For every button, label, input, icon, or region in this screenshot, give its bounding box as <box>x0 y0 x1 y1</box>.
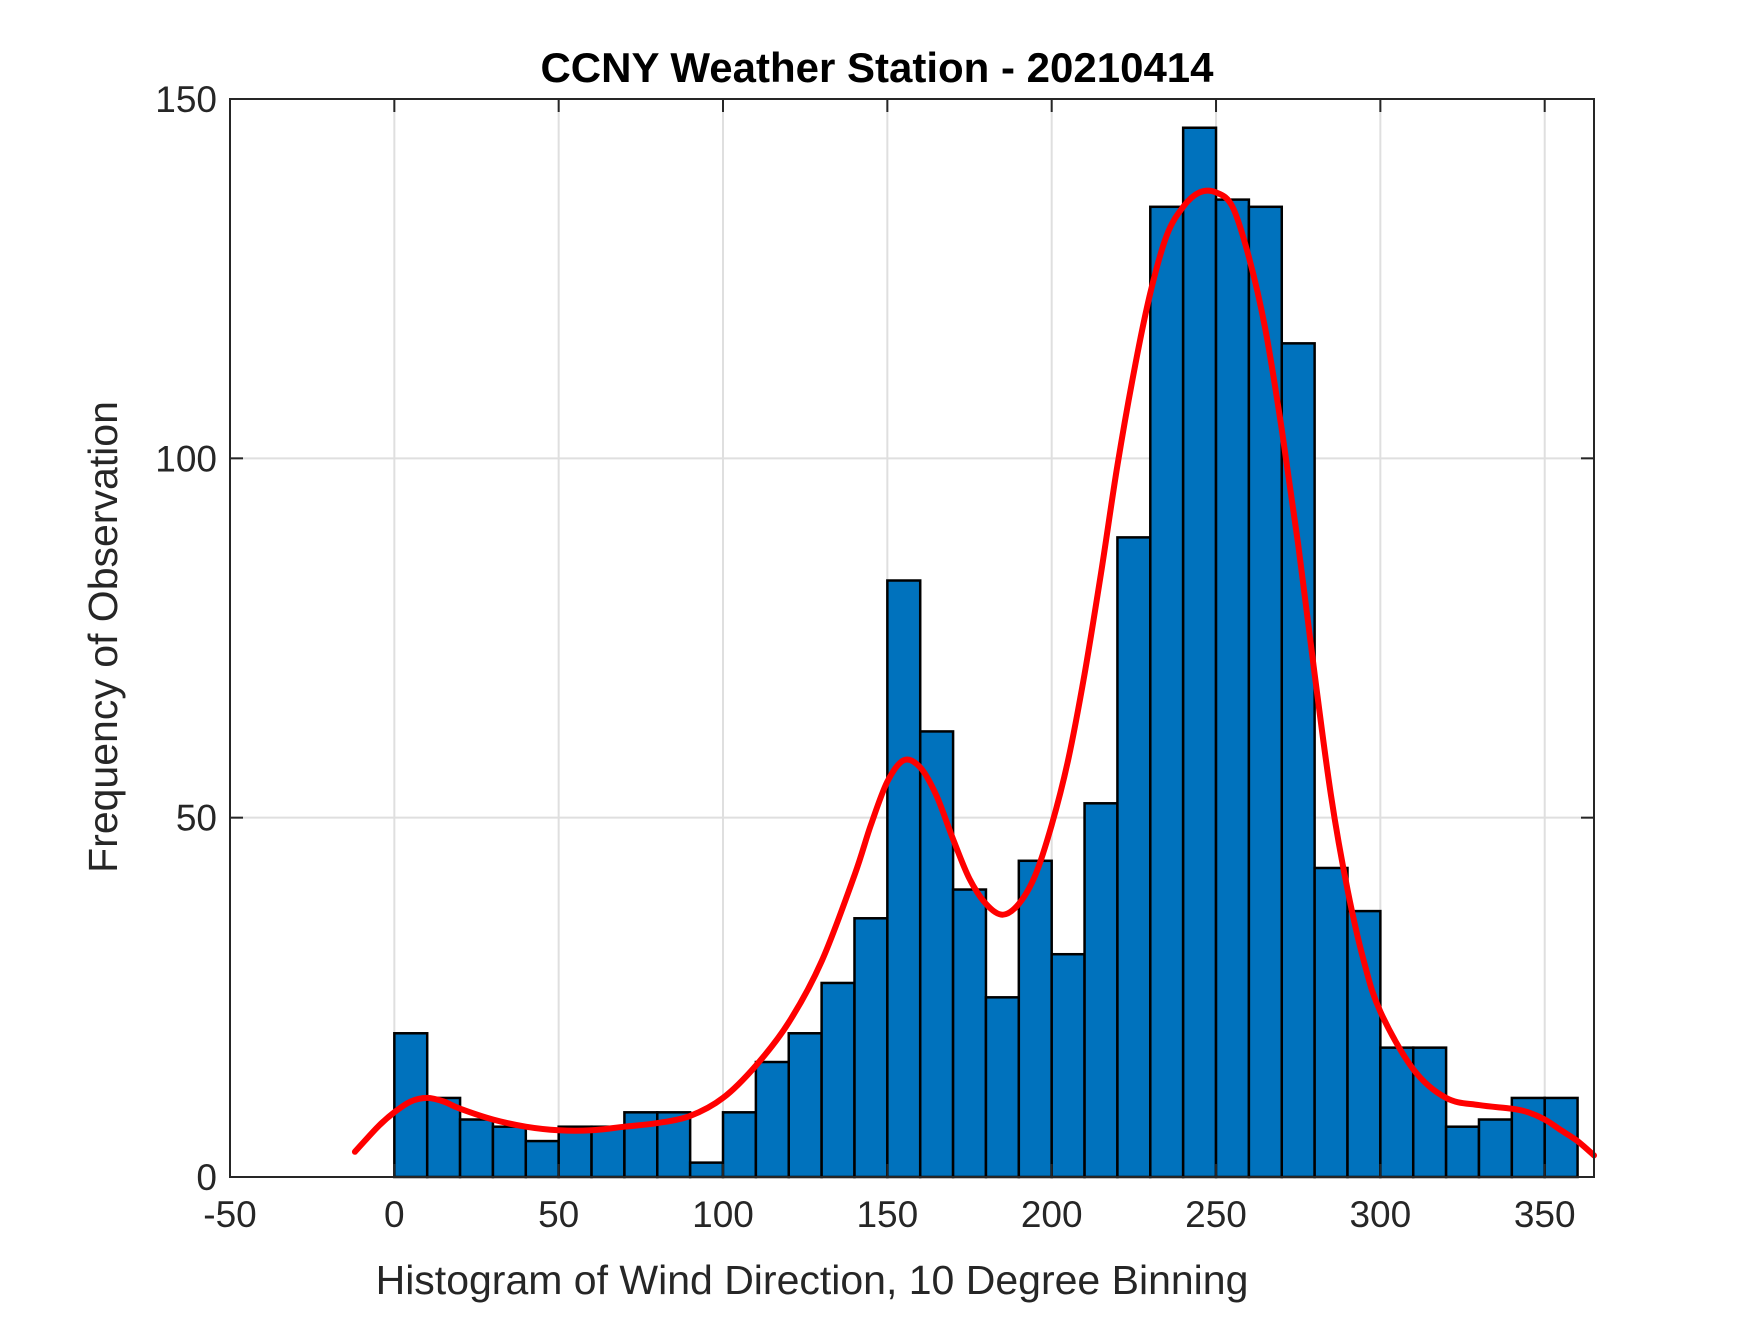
histogram-bar <box>1313 866 1349 1179</box>
axes-box <box>229 98 1595 1178</box>
histogram-bar <box>557 1125 593 1179</box>
histogram-bar <box>1247 205 1284 1179</box>
x-tick-label: -50 <box>203 1194 256 1235</box>
histogram-bar <box>1181 126 1218 1179</box>
histogram-bar <box>1444 1125 1481 1179</box>
histogram-bar <box>754 1060 790 1179</box>
x-tick-label: 350 <box>1514 1194 1576 1235</box>
histogram-bar <box>787 1032 823 1179</box>
x-tick-label: 200 <box>1021 1194 1083 1235</box>
histogram-bar <box>1214 198 1251 1179</box>
x-tick-label: 50 <box>538 1194 579 1235</box>
histogram-bar <box>951 888 988 1179</box>
tick-marks <box>229 98 1594 1178</box>
x-axis-label: Histogram of Wind Direction, 10 Degree B… <box>376 1257 1249 1303</box>
histogram-bar <box>590 1125 626 1179</box>
histogram-bar <box>1477 1118 1514 1179</box>
histogram-bar <box>984 996 1021 1179</box>
histogram-bar <box>1050 952 1086 1179</box>
histogram-bar <box>1116 536 1152 1179</box>
x-tick-label: 0 <box>384 1194 405 1235</box>
x-tick-label: 250 <box>1185 1194 1247 1235</box>
histogram-bar <box>458 1118 495 1179</box>
histogram-bar <box>524 1139 560 1179</box>
x-tick-label: 300 <box>1349 1194 1411 1235</box>
histogram-bar <box>853 917 889 1179</box>
histogram-bar <box>721 1111 758 1179</box>
histogram-bar <box>688 1161 725 1179</box>
y-axis-label: Frequency of Observation <box>80 401 126 873</box>
y-tick-label: 50 <box>176 798 217 839</box>
histogram-bar <box>1083 802 1119 1179</box>
histogram-bar <box>1149 205 1185 1179</box>
fit-curve <box>351 187 1597 1159</box>
histogram-bar <box>425 1096 462 1179</box>
histogram-bar <box>491 1125 528 1179</box>
histogram-bar <box>820 981 856 1179</box>
y-tick-label: 0 <box>196 1157 217 1198</box>
histogram-bars <box>393 126 1579 1179</box>
y-tick-label: 100 <box>155 438 217 479</box>
histogram-bar <box>1411 1046 1448 1179</box>
histogram-bar <box>886 579 922 1179</box>
y-tick-labels: 0 50 100 150 <box>155 79 217 1198</box>
chart-title: CCNY Weather Station - 20210414 <box>540 44 1214 91</box>
x-tick-label: 150 <box>856 1194 918 1235</box>
y-tick-label: 150 <box>155 79 217 120</box>
x-tick-label: 100 <box>692 1194 754 1235</box>
histogram-bar <box>1017 859 1053 1179</box>
x-tick-labels: -50 0 50 100 150 200 250 300 350 <box>203 1194 1575 1235</box>
